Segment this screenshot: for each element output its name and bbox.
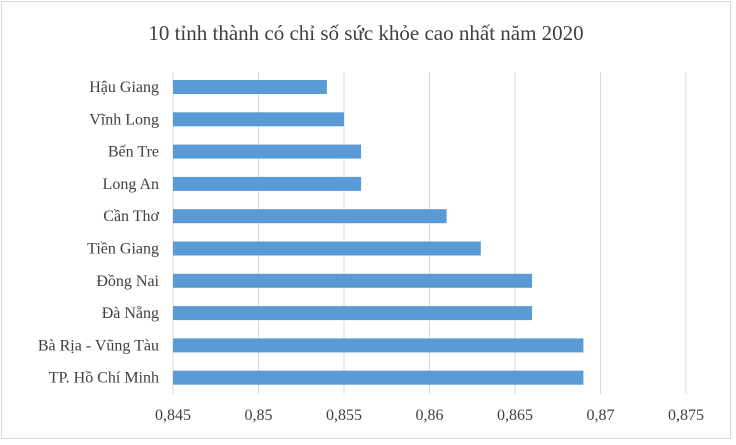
- x-tick-label: 0,845: [155, 407, 191, 424]
- category-label: Đồng Nai: [96, 273, 159, 290]
- category-labels: Hậu Giang Vĩnh Long Bến Tre Long An Cần Thơ T…: [38, 79, 160, 387]
- bar: [173, 370, 584, 385]
- x-tick-label: 0,85: [245, 407, 273, 424]
- chart-frame: 10 tỉnh thành có chỉ số sức khỏe cao nhấ…: [1, 1, 731, 439]
- x-tick-label: 0,855: [326, 407, 362, 424]
- bar: [173, 80, 327, 94]
- category-label: Bà Rịa - Vũng Tàu: [38, 337, 159, 354]
- x-tick-label: 0,87: [587, 407, 615, 424]
- chart-title: 10 tỉnh thành có chỉ số sức khỏe cao nhấ…: [148, 21, 583, 45]
- category-label: TP. Hồ Chí Minh: [49, 370, 159, 387]
- x-tick-label: 0,86: [416, 407, 444, 424]
- category-label: Hậu Giang: [89, 79, 159, 96]
- x-tick-label: 0,875: [668, 407, 704, 424]
- bar: [173, 338, 584, 353]
- category-label: Bến Tre: [108, 144, 159, 161]
- category-label: Vĩnh Long: [89, 111, 159, 128]
- bar: [173, 112, 344, 127]
- x-tick-labels: 0,845 0,85 0,855 0,86 0,865 0,87 0,875: [155, 407, 704, 424]
- bar: [173, 144, 362, 159]
- bar: [173, 273, 533, 288]
- category-label: Tiền Giang: [87, 241, 159, 258]
- bar: [173, 241, 481, 256]
- bars: [173, 80, 584, 385]
- bar-chart: 10 tỉnh thành có chỉ số sức khỏe cao nhấ…: [38, 21, 704, 424]
- category-label: Long An: [103, 176, 159, 193]
- category-label: Cần Thơ: [103, 208, 159, 225]
- x-tick-label: 0,865: [497, 407, 533, 424]
- bar: [173, 209, 447, 224]
- bar: [173, 306, 533, 321]
- bar: [173, 176, 362, 191]
- category-label: Đà Nẵng: [102, 305, 159, 322]
